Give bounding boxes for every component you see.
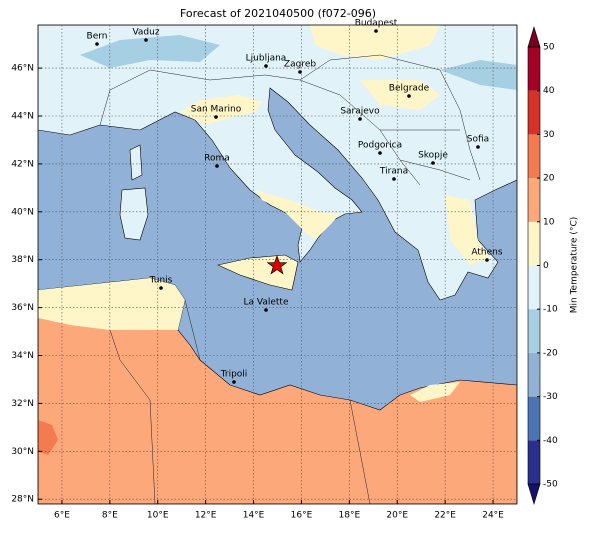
colorbar-tick-label: -50 (543, 480, 558, 490)
colorbar-band (528, 396, 540, 441)
y-tick-label: 44°N (11, 112, 34, 122)
city-label: Ljubljana (246, 54, 287, 64)
sardinia (119, 187, 149, 241)
x-tick-label: 12°E (195, 511, 217, 521)
city-label: Bern (87, 32, 108, 42)
warm-patch (360, 80, 440, 110)
y-tick-label: 38°N (11, 255, 34, 265)
city-label: Belgrade (389, 84, 430, 94)
city: Vaduz (132, 28, 160, 42)
y-tick-label: 46°N (11, 64, 34, 74)
city: Bern (87, 32, 108, 46)
y-tick-label: 32°N (11, 399, 34, 409)
colorbar-band (528, 90, 540, 135)
city-label: Vaduz (132, 28, 159, 38)
corsica (129, 144, 143, 181)
city-label: Budapest (355, 19, 398, 29)
city: Budapest (355, 19, 398, 33)
city: Skopje (418, 151, 448, 165)
map-area (38, 25, 517, 504)
colorbar-extend-high (527, 25, 541, 48)
warm-patch (310, 25, 440, 60)
x-tick-label: 18°E (339, 511, 361, 521)
colorbar-label: Min Temperature (°C) (570, 217, 580, 314)
hot-patch (38, 420, 58, 455)
y-tick-label: 34°N (11, 351, 34, 361)
city-label: Tripoli (220, 370, 248, 380)
x-tick-label: 14°E (243, 511, 265, 521)
city: Ljubljana (246, 54, 287, 68)
warm-patch (445, 195, 490, 265)
x-tick-label: 22°E (434, 511, 456, 521)
city-label: Roma (204, 154, 230, 164)
y-tick-label: 40°N (11, 207, 34, 217)
colorbar-band (528, 265, 540, 310)
x-tick-label: 8°E (102, 511, 118, 521)
city-label: Tirana (379, 167, 408, 177)
city: Sofia (467, 135, 489, 149)
colorbar-band (528, 309, 540, 353)
colorbar-tick-label: -20 (543, 348, 558, 358)
colorbar-tick-label: 30 (543, 130, 555, 140)
warm-patch (255, 190, 340, 240)
warm-patch (180, 95, 262, 125)
colorbar-tick-label: -40 (543, 436, 558, 446)
city-label: Tunis (149, 276, 173, 286)
city: Sarajevo (340, 107, 380, 121)
city-label: Podgorica (358, 141, 402, 151)
x-tick-label: 10°E (147, 511, 169, 521)
x-tick-label: 24°E (482, 511, 504, 521)
colorbar-band (528, 440, 540, 484)
title: Forecast of 2021040500 (f072-096) (180, 7, 376, 20)
city: Zagreb (284, 60, 316, 74)
colorbar-tick-label: -10 (543, 305, 558, 315)
city-label: Sofia (467, 135, 489, 145)
x-tick-label: 16°E (291, 511, 313, 521)
colorbar-band (528, 178, 540, 222)
y-tick-label: 30°N (11, 447, 34, 457)
colorbar-tick-label: 40 (543, 86, 555, 96)
city: Roma (204, 154, 230, 168)
y-tick-label: 28°N (11, 495, 34, 505)
city-label: Athens (471, 248, 502, 258)
colorbar-tick-label: 20 (543, 174, 555, 184)
city: San Marino (191, 105, 242, 119)
map-frame (37, 24, 518, 505)
colorbar-band (528, 134, 540, 179)
warm-coast (410, 382, 460, 402)
city: La Valette (244, 298, 289, 312)
colorbar-extend-low (527, 483, 541, 506)
cold-patch (80, 35, 220, 68)
city-label: San Marino (191, 105, 242, 115)
y-tick-label: 42°N (11, 159, 34, 169)
colorbar-band (528, 47, 540, 91)
colorbar-tick-label: 50 (543, 43, 555, 53)
colorbar-tick-label: 10 (543, 217, 555, 227)
city-label: Sarajevo (340, 107, 380, 117)
x-tick-label: 6°E (54, 511, 70, 521)
colorbar-tick-label: -30 (543, 392, 558, 402)
colorbar-band (528, 352, 540, 397)
city: Belgrade (389, 84, 430, 98)
city: Tirana (379, 167, 408, 181)
colorbar-band (528, 221, 540, 266)
warm-coast (38, 278, 185, 330)
star-marker (266, 254, 288, 275)
city-label: Skopje (418, 151, 448, 161)
cities: Bern Vaduz Budapest Ljubljana Zagreb Bel… (87, 19, 503, 384)
city: Tripoli (220, 370, 248, 384)
city: Podgorica (358, 141, 402, 155)
y-tick-label: 36°N (11, 303, 34, 313)
x-tick-label: 20°E (386, 511, 408, 521)
city: Athens (471, 248, 503, 262)
cold-patch (440, 60, 517, 90)
borders (99, 54, 481, 504)
city: Tunis (149, 276, 173, 290)
colorbar-tick-label: 0 (543, 261, 549, 271)
city-label: Zagreb (284, 60, 316, 70)
city-label: La Valette (244, 298, 289, 308)
